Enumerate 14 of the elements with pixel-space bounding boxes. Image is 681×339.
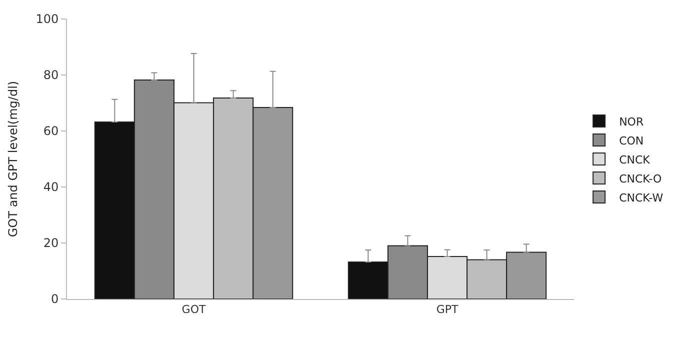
legend-label: CNCK-O xyxy=(619,172,662,186)
legend-label: CNCK xyxy=(619,153,651,166)
x-tick-label: GOT xyxy=(182,303,206,316)
y-tick-label: 20 xyxy=(43,236,59,250)
y-tick-label: 0 xyxy=(50,292,59,306)
legend-label: CON xyxy=(619,134,644,148)
x-tick-label: GPT xyxy=(436,303,458,316)
y-tick-label: 60 xyxy=(43,124,59,138)
y-tick-label: 80 xyxy=(43,68,59,82)
y-tick-label: 40 xyxy=(43,180,59,194)
y-axis-title: GOT and GPT level(mg/dl) xyxy=(6,80,20,238)
legend-label: CNCK-W xyxy=(619,191,664,204)
y-tick-label: 100 xyxy=(36,12,59,26)
legend-label: NOR xyxy=(619,115,644,128)
